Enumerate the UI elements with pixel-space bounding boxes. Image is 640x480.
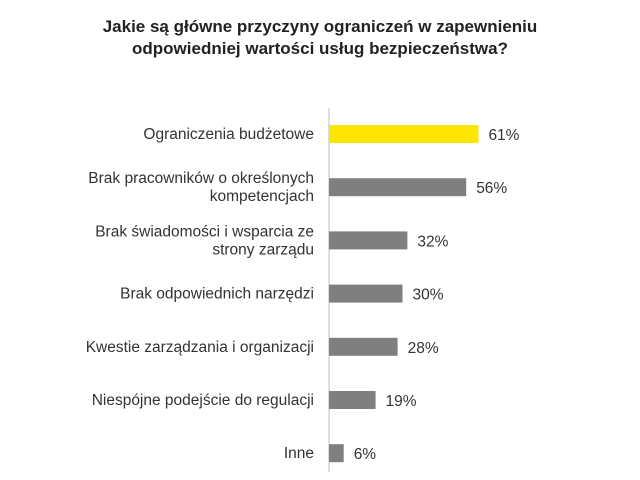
category-label: Brak świadomości i wsparcia ze — [95, 223, 314, 240]
data-label: 28% — [408, 340, 439, 357]
category-label: kompetencjach — [210, 188, 314, 205]
bar — [329, 337, 398, 356]
data-label: 19% — [386, 393, 417, 410]
bar — [329, 284, 403, 303]
bar — [329, 178, 467, 197]
category-label: Kwestie zarządzania i organizacji — [86, 339, 314, 356]
chart-title-line-1: Jakie są główne przyczyny ograniczeń w z… — [102, 17, 538, 36]
category-label: strony zarządu — [212, 241, 314, 258]
data-label: 56% — [476, 180, 507, 197]
data-label: 6% — [354, 446, 377, 463]
bar — [329, 231, 408, 250]
data-label: 32% — [417, 233, 448, 250]
category-label: Ograniczenia budżetowe — [143, 126, 314, 143]
bar — [329, 125, 479, 143]
data-label: 61% — [488, 127, 519, 144]
category-label: Inne — [284, 445, 314, 462]
chart-title-line-2: odpowiedniej wartości usług bezpieczeńst… — [132, 39, 508, 58]
bar — [329, 391, 376, 409]
bar — [329, 444, 344, 463]
chart-title: Jakie są główne przyczyny ograniczeń w z… — [0, 16, 640, 60]
category-label: Brak pracowników o określonych — [88, 170, 314, 187]
category-label: Niespójne podejście do regulacji — [92, 392, 314, 409]
category-label: Brak odpowiednich narzędzi — [120, 286, 314, 303]
data-label: 30% — [413, 287, 444, 304]
